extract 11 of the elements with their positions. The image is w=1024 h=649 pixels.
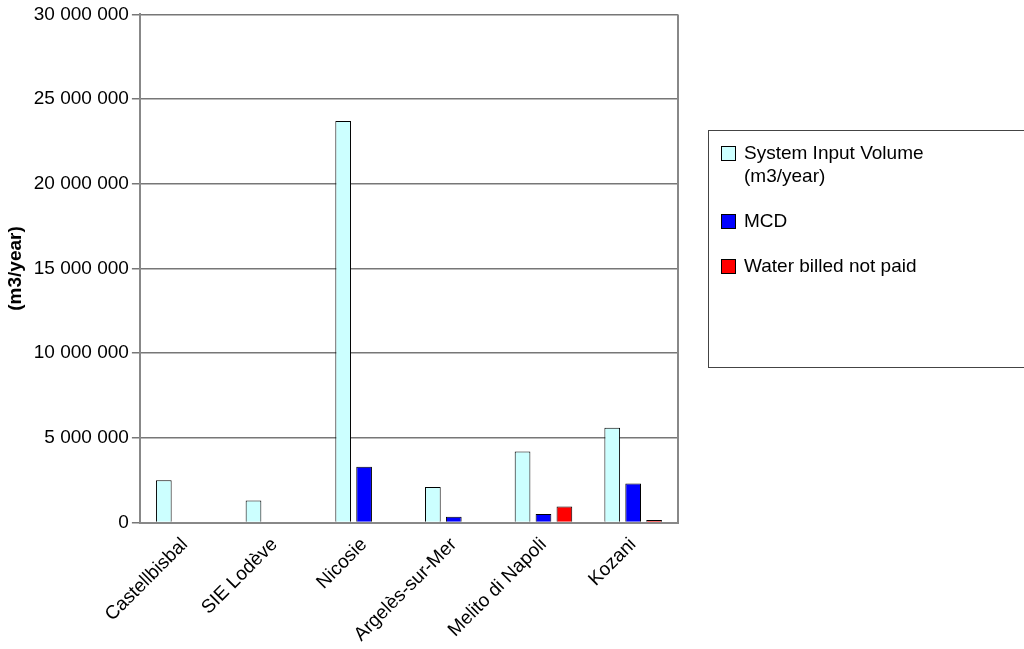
legend-label: System Input Volume (m3/year): [744, 141, 925, 187]
legend-label: MCD: [744, 209, 789, 232]
y-tick-label: 25 000 000: [33, 87, 129, 109]
y-tick-label: 0: [118, 510, 129, 532]
y-tick-label: 30 000 000: [33, 2, 129, 24]
y-axis-title: (m3/year): [3, 226, 25, 311]
legend-label: Water billed not paid: [744, 254, 918, 277]
y-tick-label: 20 000 000: [33, 172, 129, 194]
y-tick-label: 5 000 000: [44, 426, 129, 448]
y-tick-label: 10 000 000: [33, 341, 129, 363]
y-tick-label: 15 000 000: [33, 256, 129, 278]
